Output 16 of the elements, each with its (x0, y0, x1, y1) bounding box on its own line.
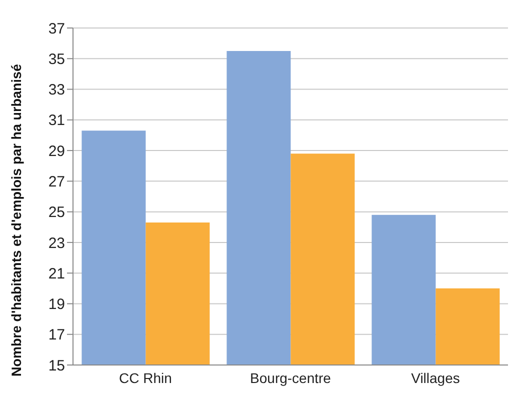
x-tick-label: Villages (411, 370, 460, 386)
y-tick-label: 25 (48, 204, 65, 222)
y-tick-label: 23 (48, 234, 65, 252)
y-axis-title: Nombre d'habitants et d'emplois par ha urbanisé (8, 64, 24, 376)
y-tick-label: 37 (48, 20, 65, 38)
y-tick-label: 27 (48, 174, 65, 191)
y-tick-label: 29 (48, 142, 65, 160)
y-tick-label: 15 (48, 357, 65, 374)
y-tick-label: 33 (48, 82, 65, 99)
y-tick-label: 35 (48, 50, 65, 68)
y-tick-label: 17 (48, 326, 65, 344)
y-tick-label: 31 (48, 112, 65, 130)
y-tick-label: 19 (48, 296, 65, 314)
x-tick-label: Bourg-centre (250, 370, 332, 386)
x-tick-label: CC Rhin (119, 370, 172, 386)
y-tick-label: 21 (48, 265, 65, 282)
